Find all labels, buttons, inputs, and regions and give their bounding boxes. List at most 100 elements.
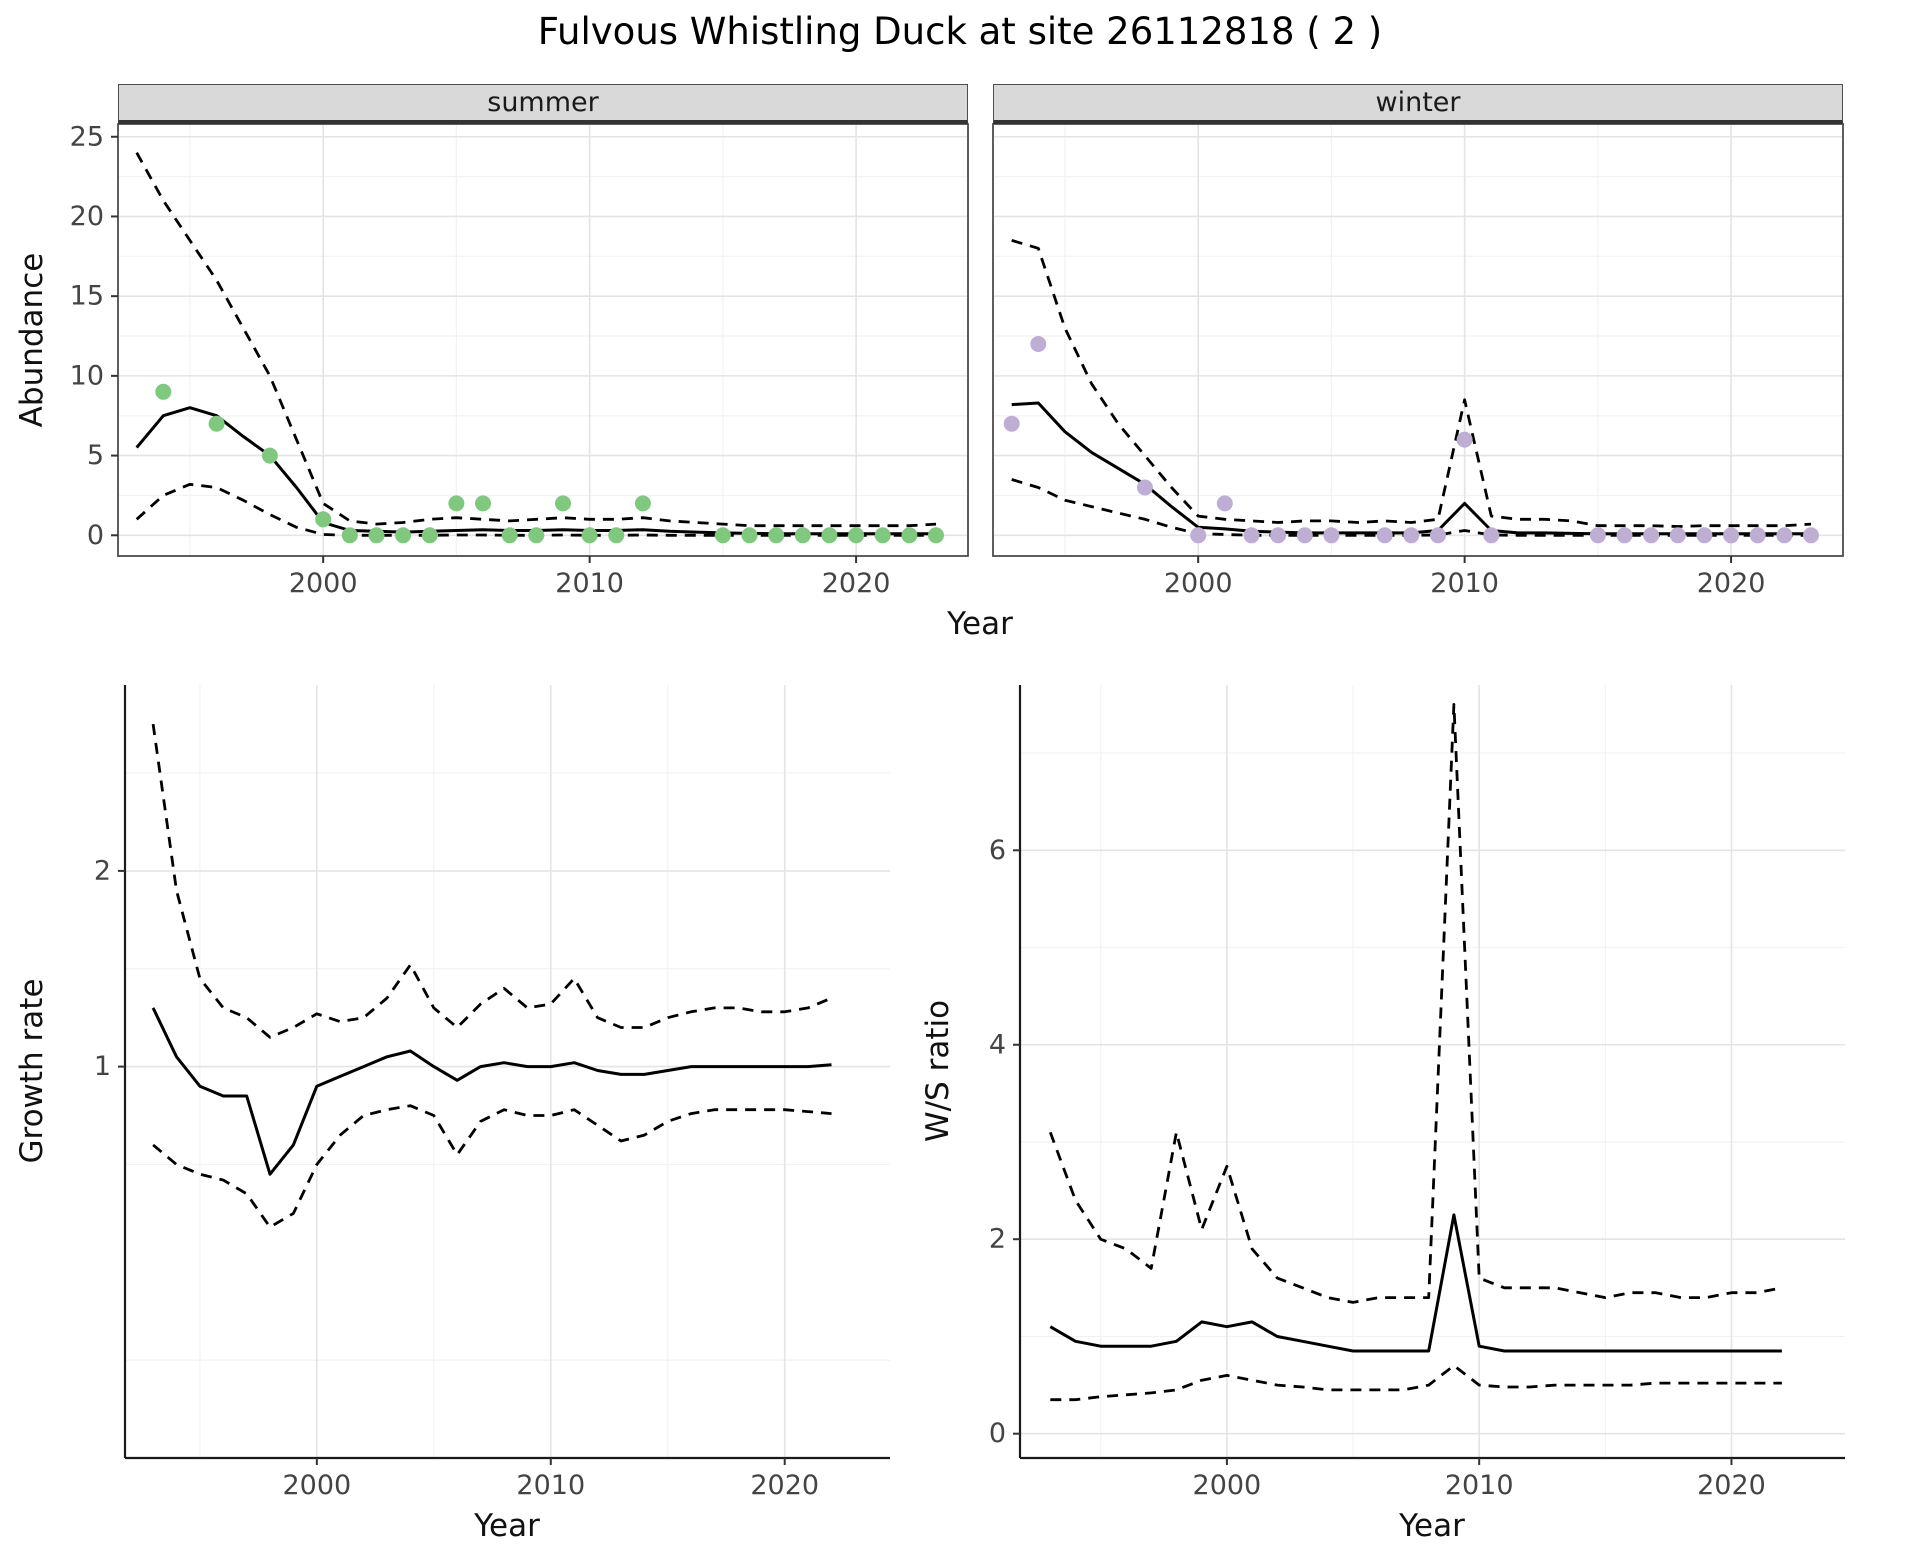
abundance_summer-point xyxy=(368,527,385,544)
growth_rate-upper_ci-line xyxy=(151,723,833,1039)
abundance_summer-x-axis: 2000 2010 2020 xyxy=(289,556,891,599)
growth_rate-y-tick-label: 2 xyxy=(94,855,111,886)
abundance_winter-point xyxy=(1296,527,1313,544)
abundance_winter-point xyxy=(1803,527,1819,544)
panel-abundance_summer: 2000 2010 2020 0 5 10 15 20 25 xyxy=(70,121,969,599)
abundance_winter-points xyxy=(1003,336,1819,544)
abundance_winter-point xyxy=(1243,527,1260,544)
abundance_summer-point xyxy=(448,495,465,512)
panel-ws_ratio: 2000 2010 2020 0 2 4 6 xyxy=(989,685,1845,1501)
ws_ratio-upper_ci-line xyxy=(1048,703,1783,1304)
abundance_winter-point xyxy=(1723,527,1740,544)
abundance_winter-point xyxy=(1669,527,1686,544)
abundance_winter-point xyxy=(1323,527,1340,544)
abundance_summer-point xyxy=(794,527,811,544)
ws_ratio-x-tick-label: 2000 xyxy=(1193,1470,1262,1501)
abundance_summer-y-axis: 0 5 10 15 20 25 xyxy=(70,121,118,551)
abundance_summer-point xyxy=(421,527,438,544)
facet-strip-summer: summer xyxy=(118,84,968,124)
ws_ratio-y-tick-label: 0 xyxy=(989,1418,1006,1449)
facet-strip-summer-label: summer xyxy=(487,87,599,118)
abundance_winter-point xyxy=(1403,527,1420,544)
abundance_winter-point xyxy=(1003,415,1020,432)
abundance_winter-point xyxy=(1643,527,1660,544)
abundance_winter-upper_ci-line xyxy=(1011,239,1812,528)
abundance_summer-y-tick-label: 15 xyxy=(70,281,104,312)
facet-strip-winter: winter xyxy=(993,84,1843,124)
abundance_summer-y-tick-label: 0 xyxy=(87,520,104,551)
year-axis-title-top: Year xyxy=(947,606,1013,642)
abundance_winter-point xyxy=(1030,336,1047,352)
abundance_summer-grid xyxy=(118,124,968,556)
abundance_summer-points xyxy=(155,383,944,544)
abundance_summer-point xyxy=(768,527,785,544)
growth-rate-axis-title: Growth rate xyxy=(14,978,50,1164)
abundance_winter-point xyxy=(1616,527,1633,544)
ws_ratio-x-tick-label: 2020 xyxy=(1697,1470,1766,1501)
growth_rate-fit-line xyxy=(151,1007,832,1176)
abundance_winter-point xyxy=(1696,527,1713,544)
abundance_summer-point xyxy=(608,527,625,544)
abundance_winter-point xyxy=(1430,527,1446,544)
abundance_summer-point xyxy=(315,511,332,528)
year-axis-title-growth: Year xyxy=(474,1508,540,1544)
year-axis-title-ws: Year xyxy=(1399,1508,1465,1544)
abundance_winter-point xyxy=(1136,479,1153,496)
abundance_winter-x-tick-label: 2010 xyxy=(1430,568,1499,599)
abundance_summer-upper_ci-line xyxy=(135,152,937,528)
abundance_summer-point xyxy=(261,447,278,464)
growth_rate-y-axis: 12 xyxy=(94,855,125,1082)
abundance_summer-point xyxy=(555,495,571,512)
ws_ratio-fit-line xyxy=(1049,1213,1782,1353)
growth_rate-x-tick-label: 2010 xyxy=(516,1470,585,1501)
ws_ratio-y-axis: 0 2 4 6 xyxy=(989,835,1020,1449)
abundance_summer-point xyxy=(634,495,651,512)
abundance_summer-point xyxy=(208,415,225,432)
abundance_summer-x-tick-label: 2010 xyxy=(555,568,624,599)
growth_rate-series xyxy=(151,723,833,1229)
growth_rate-x-tick-label: 2000 xyxy=(282,1470,351,1501)
panel-abundance_winter: 2000 2010 2020 xyxy=(992,123,1844,599)
abundance_summer-point xyxy=(928,527,944,544)
ws-ratio-axis-title: W/S ratio xyxy=(920,999,956,1143)
abundance_summer-point xyxy=(475,495,491,512)
abundance_winter-point xyxy=(1749,527,1766,544)
abundance_summer-point xyxy=(848,527,865,544)
growth_rate-x-tick-label: 2020 xyxy=(750,1470,819,1501)
abundance_winter-point xyxy=(1776,527,1793,544)
abundance_summer-point xyxy=(341,527,358,544)
abundance_summer-x-tick-label: 2020 xyxy=(822,568,891,599)
abundance_winter-point xyxy=(1270,527,1287,544)
abundance_summer-point xyxy=(821,527,838,544)
abundance-axis-title: Abundance xyxy=(14,252,50,428)
abundance_summer-point xyxy=(901,527,918,544)
abundance_winter-x-tick-label: 2020 xyxy=(1697,568,1766,599)
abundance_winter-point xyxy=(1589,527,1606,544)
ws_ratio-series xyxy=(1048,703,1783,1402)
abundance_winter-point xyxy=(1190,527,1207,544)
abundance_summer-point xyxy=(528,527,545,544)
ws_ratio-y-tick-label: 4 xyxy=(989,1029,1006,1060)
abundance_summer-point xyxy=(155,383,172,400)
facet-strip-winter-label: winter xyxy=(1375,87,1461,118)
abundance_winter-point xyxy=(1216,495,1233,512)
growth_rate-y-tick-label: 1 xyxy=(94,1051,111,1082)
abundance_winter-point xyxy=(1376,527,1393,544)
ws_ratio-y-tick-label: 2 xyxy=(989,1224,1006,1255)
abundance_summer-point xyxy=(741,527,758,544)
abundance_summer-point xyxy=(714,527,731,544)
abundance_summer-y-tick-label: 25 xyxy=(70,121,104,152)
abundance_winter-point xyxy=(1483,527,1500,544)
abundance_summer-point xyxy=(874,527,891,544)
abundance_summer-point xyxy=(581,527,598,544)
abundance_summer-y-tick-label: 10 xyxy=(70,360,104,391)
abundance_winter-point xyxy=(1456,431,1473,448)
abundance_winter-x-tick-label: 2000 xyxy=(1164,568,1233,599)
ws_ratio-x-tick-label: 2010 xyxy=(1445,1470,1514,1501)
growth_rate-grid xyxy=(125,685,890,1458)
growth_rate-lower_ci-line xyxy=(152,1104,832,1229)
growth_rate-x-axis: 2000 2010 2020 xyxy=(282,1458,819,1501)
abundance_summer-x-tick-label: 2000 xyxy=(289,568,358,599)
